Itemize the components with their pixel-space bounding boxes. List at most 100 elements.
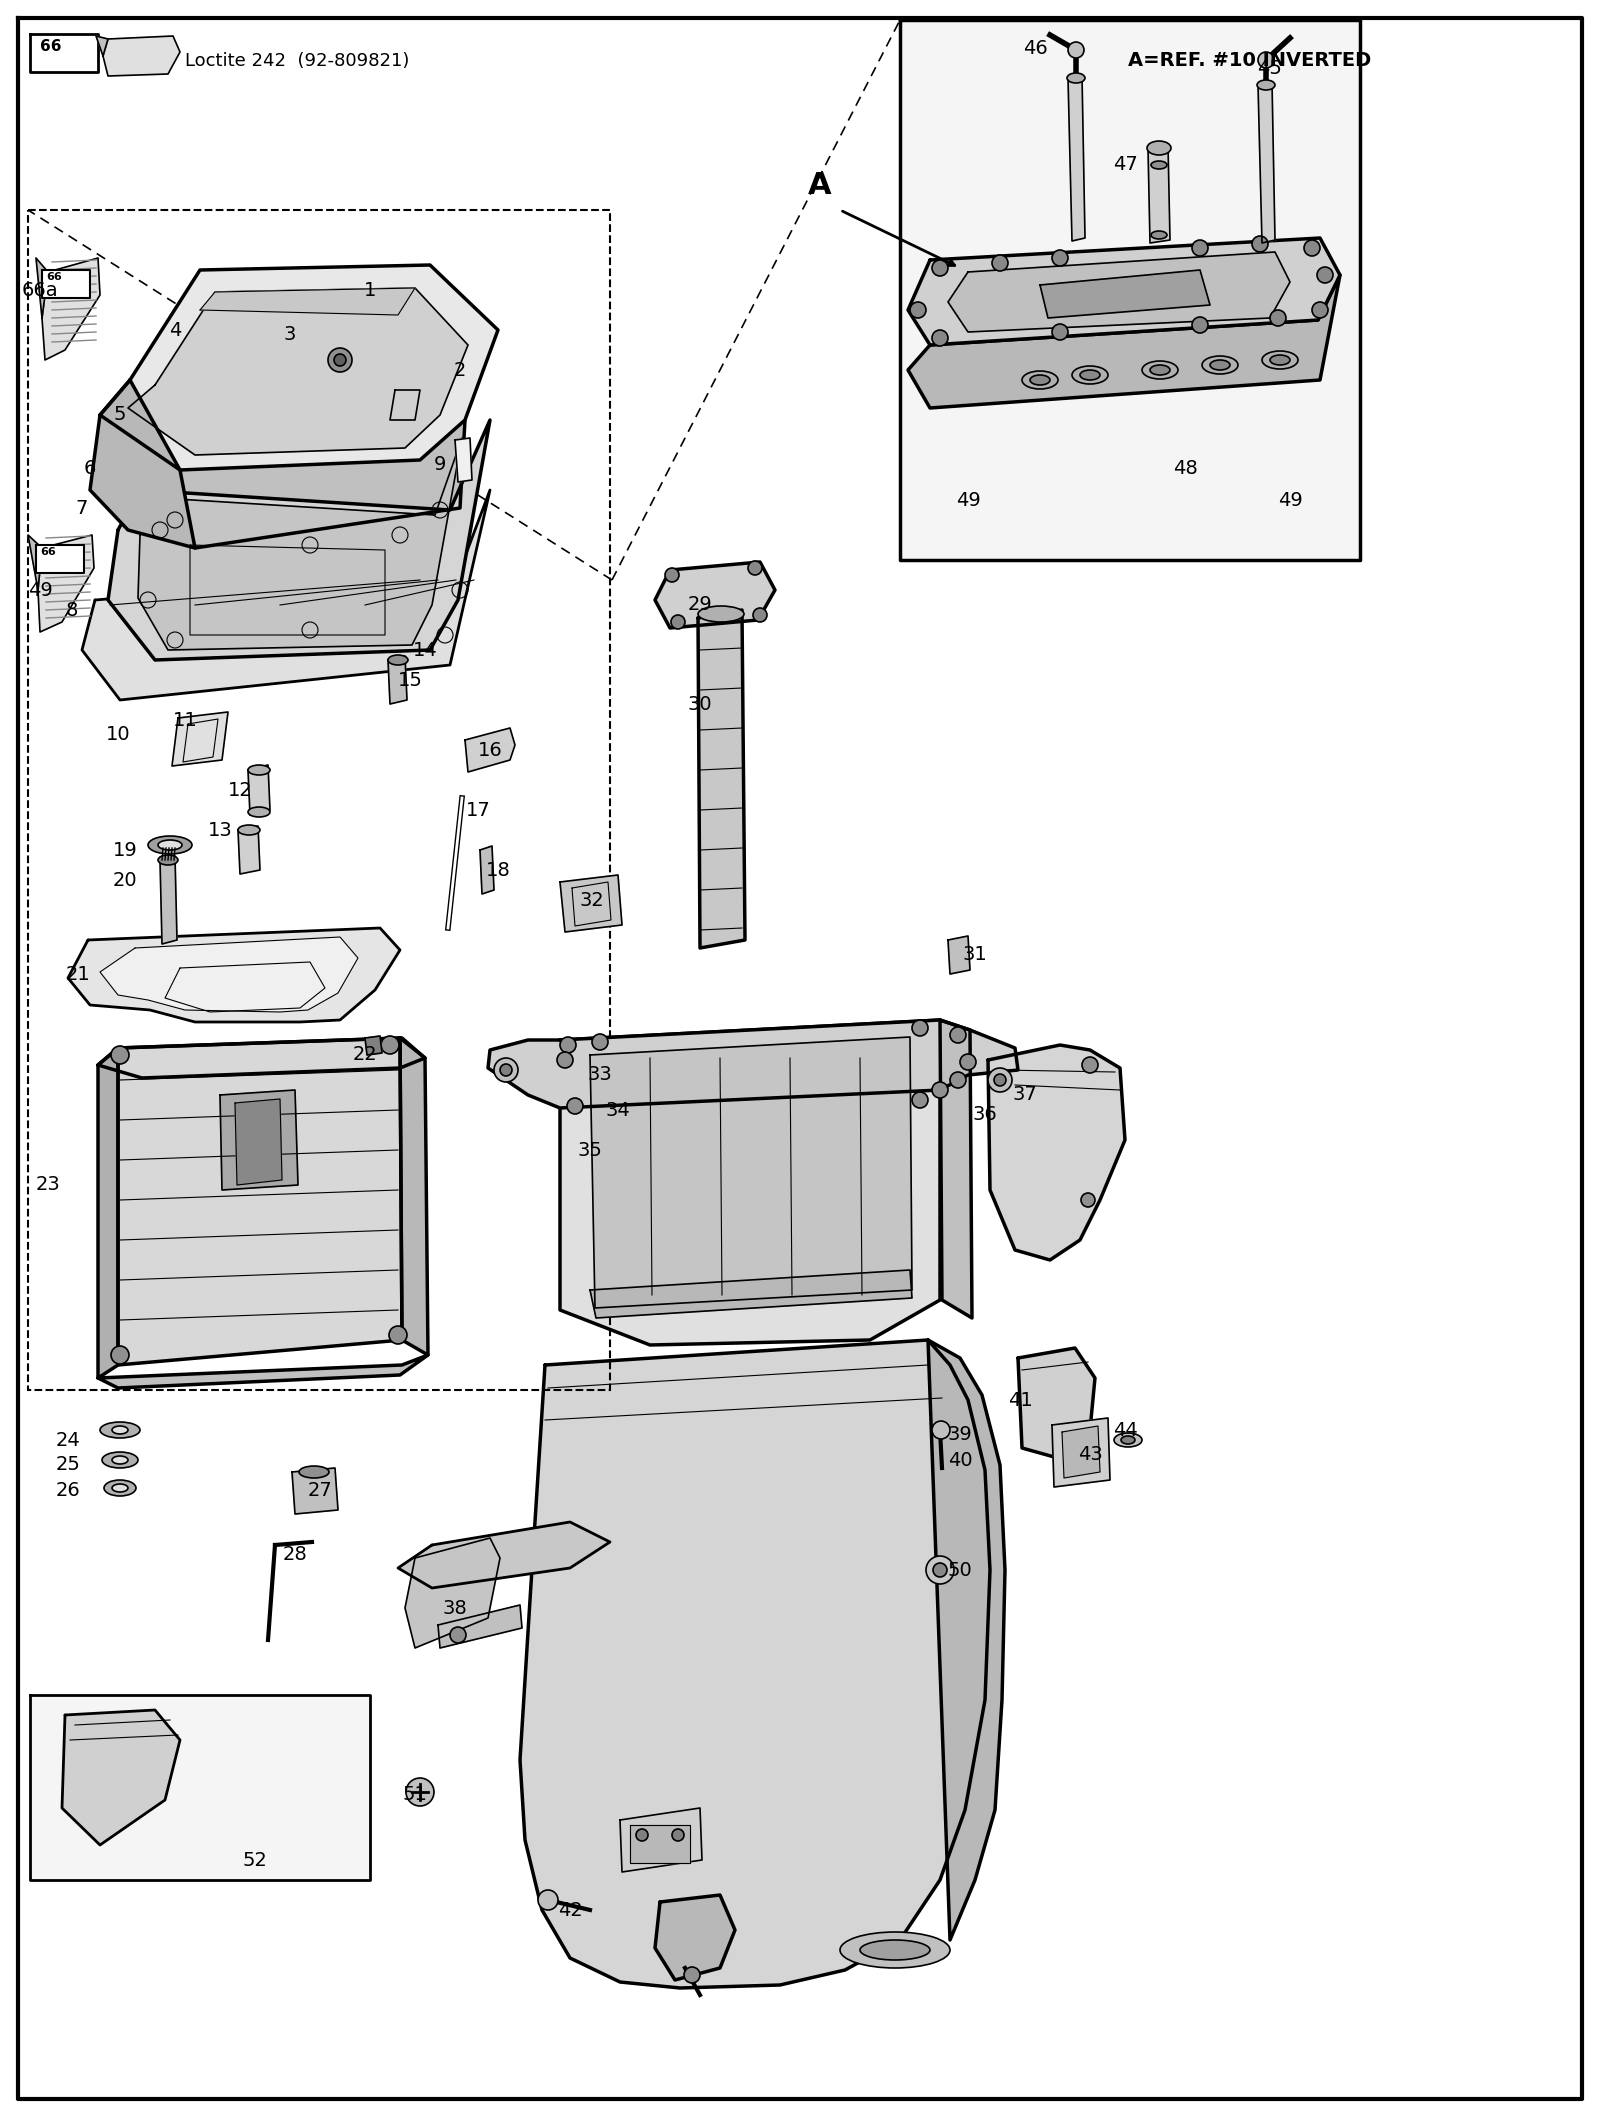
Circle shape (1312, 303, 1328, 318)
Polygon shape (1062, 1427, 1101, 1478)
Text: 10: 10 (106, 726, 130, 745)
Text: 16: 16 (478, 741, 502, 760)
Circle shape (637, 1829, 648, 1842)
Text: 30: 30 (688, 696, 712, 716)
Polygon shape (42, 258, 99, 360)
Polygon shape (30, 34, 98, 72)
Circle shape (328, 347, 352, 373)
Text: 26: 26 (56, 1480, 80, 1499)
Polygon shape (98, 1048, 118, 1378)
Text: 40: 40 (947, 1450, 973, 1469)
Polygon shape (82, 489, 490, 701)
Circle shape (950, 1071, 966, 1088)
Ellipse shape (1202, 356, 1238, 375)
Text: 50: 50 (947, 1560, 973, 1579)
Text: 38: 38 (443, 1598, 467, 1617)
Polygon shape (941, 1020, 973, 1319)
Text: 36: 36 (973, 1105, 997, 1124)
Polygon shape (621, 1808, 702, 1871)
Polygon shape (560, 874, 622, 931)
Polygon shape (909, 237, 1341, 345)
Text: 32: 32 (579, 891, 605, 910)
Text: 46: 46 (1022, 38, 1048, 57)
Text: 28: 28 (283, 1545, 307, 1564)
Ellipse shape (104, 1480, 136, 1497)
Ellipse shape (1258, 80, 1275, 91)
Polygon shape (590, 1037, 912, 1308)
Text: 47: 47 (1112, 155, 1138, 174)
Circle shape (1258, 53, 1274, 68)
Circle shape (1304, 239, 1320, 256)
Text: 7: 7 (75, 497, 88, 517)
Ellipse shape (1150, 231, 1166, 239)
Circle shape (1317, 267, 1333, 284)
Polygon shape (387, 656, 406, 705)
Text: 49: 49 (27, 580, 53, 599)
Text: 2: 2 (454, 360, 466, 379)
Polygon shape (454, 438, 472, 483)
Circle shape (910, 303, 926, 318)
Text: 51: 51 (403, 1785, 427, 1804)
Ellipse shape (248, 807, 270, 817)
Circle shape (1082, 1194, 1094, 1207)
Text: 43: 43 (1078, 1446, 1102, 1465)
Polygon shape (29, 536, 42, 591)
Polygon shape (138, 438, 462, 650)
Polygon shape (96, 36, 109, 55)
Polygon shape (99, 265, 498, 470)
Polygon shape (365, 1035, 382, 1054)
Circle shape (1053, 250, 1069, 267)
Text: 20: 20 (112, 870, 138, 889)
Ellipse shape (158, 855, 178, 866)
Text: 21: 21 (66, 965, 90, 984)
Ellipse shape (1150, 161, 1166, 169)
Polygon shape (291, 1467, 338, 1514)
Text: 23: 23 (35, 1175, 61, 1194)
Polygon shape (35, 258, 48, 318)
Ellipse shape (99, 1423, 141, 1437)
Text: 6: 6 (83, 459, 96, 478)
Ellipse shape (112, 1456, 128, 1465)
Polygon shape (99, 938, 358, 1012)
Text: 22: 22 (352, 1046, 378, 1065)
Polygon shape (62, 1711, 179, 1846)
Ellipse shape (1122, 1435, 1134, 1444)
Circle shape (1251, 235, 1267, 252)
Polygon shape (1018, 1349, 1094, 1461)
Polygon shape (221, 1090, 298, 1190)
Polygon shape (109, 419, 490, 661)
Polygon shape (118, 1037, 402, 1365)
Text: 49: 49 (1278, 491, 1302, 510)
Text: 24: 24 (56, 1431, 80, 1450)
Text: 37: 37 (1013, 1086, 1037, 1105)
Text: 29: 29 (688, 595, 712, 614)
Text: 11: 11 (173, 711, 197, 730)
Text: 1: 1 (363, 279, 376, 298)
Circle shape (685, 1967, 701, 1984)
Circle shape (406, 1778, 434, 1806)
Polygon shape (909, 275, 1341, 409)
Ellipse shape (861, 1939, 930, 1960)
Circle shape (989, 1067, 1013, 1092)
Polygon shape (947, 252, 1290, 332)
Ellipse shape (1147, 142, 1171, 155)
Text: 66: 66 (46, 271, 62, 282)
Polygon shape (1258, 83, 1275, 243)
Text: A=REF. #10 INVERTED: A=REF. #10 INVERTED (1128, 51, 1371, 70)
Polygon shape (654, 561, 774, 629)
Polygon shape (1053, 1418, 1110, 1486)
Circle shape (334, 354, 346, 366)
Ellipse shape (147, 836, 192, 853)
Polygon shape (654, 1895, 734, 1979)
Text: 31: 31 (963, 946, 987, 965)
Text: 27: 27 (307, 1480, 333, 1499)
Circle shape (538, 1890, 558, 1910)
Circle shape (560, 1037, 576, 1052)
Circle shape (960, 1054, 976, 1069)
Circle shape (931, 1082, 947, 1099)
Circle shape (499, 1065, 512, 1075)
Text: 49: 49 (955, 491, 981, 510)
Text: 52: 52 (243, 1850, 267, 1869)
Circle shape (994, 1073, 1006, 1086)
Polygon shape (38, 536, 94, 633)
